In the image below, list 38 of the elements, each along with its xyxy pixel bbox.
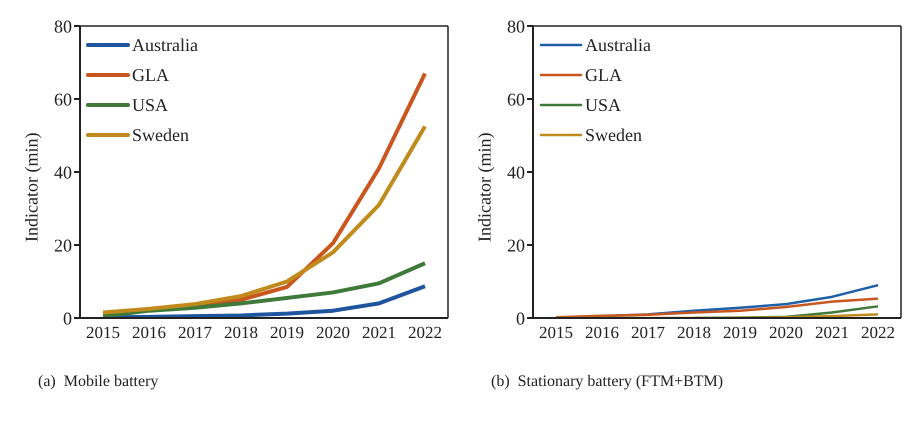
x-tick-label: 2016 xyxy=(132,323,166,342)
y-tick-label: 20 xyxy=(54,235,72,256)
x-tick-label: 2017 xyxy=(178,323,212,342)
legend-label: GLA xyxy=(585,64,622,86)
x-tick-label: 2015 xyxy=(539,323,573,342)
y-tick-label: 20 xyxy=(507,235,525,256)
legend-label: Australia xyxy=(132,34,198,56)
legend-label: GLA xyxy=(132,64,169,86)
y-tick-label: 0 xyxy=(516,308,525,328)
y-tick-label: 60 xyxy=(507,89,525,110)
x-tick-label: 2022 xyxy=(408,323,442,342)
y-tick-label: 40 xyxy=(507,162,525,182)
text: (a) Mobile battery xyxy=(38,373,158,391)
x-tick-label: 2016 xyxy=(585,323,619,342)
legend-label: Australia xyxy=(585,34,651,56)
legend-label: USA xyxy=(585,94,622,116)
x-tick-label: 2015 xyxy=(86,323,120,342)
x-tick-label: 2018 xyxy=(224,323,258,342)
x-tick-label: 2017 xyxy=(631,323,666,342)
y-tick-label: 0 xyxy=(63,308,72,328)
x-tick-label: 2019 xyxy=(270,323,304,342)
x-tick-label: 2021 xyxy=(362,323,396,342)
x-tick-label: 2022 xyxy=(861,323,895,342)
x-tick-label: 2019 xyxy=(723,323,757,342)
y-axis-title: Indicator (min) xyxy=(21,132,42,242)
y-tick-label: 40 xyxy=(54,162,72,182)
text: (b) Stationary battery (FTM+BTM) xyxy=(491,373,724,391)
x-tick-label: 2021 xyxy=(815,323,849,342)
y-tick-label: 80 xyxy=(54,16,72,36)
x-tick-label: 2018 xyxy=(677,323,711,342)
x-tick-label: 2020 xyxy=(769,323,803,342)
legend-label: USA xyxy=(132,94,168,116)
y-tick-label: 80 xyxy=(507,16,525,36)
y-tick-label: 60 xyxy=(54,89,72,110)
y-axis-title: Indicator (min) xyxy=(474,132,494,242)
legend-label: Sweden xyxy=(585,124,642,146)
x-tick-label: 2020 xyxy=(316,323,350,342)
legend-label: Sweden xyxy=(132,124,189,146)
